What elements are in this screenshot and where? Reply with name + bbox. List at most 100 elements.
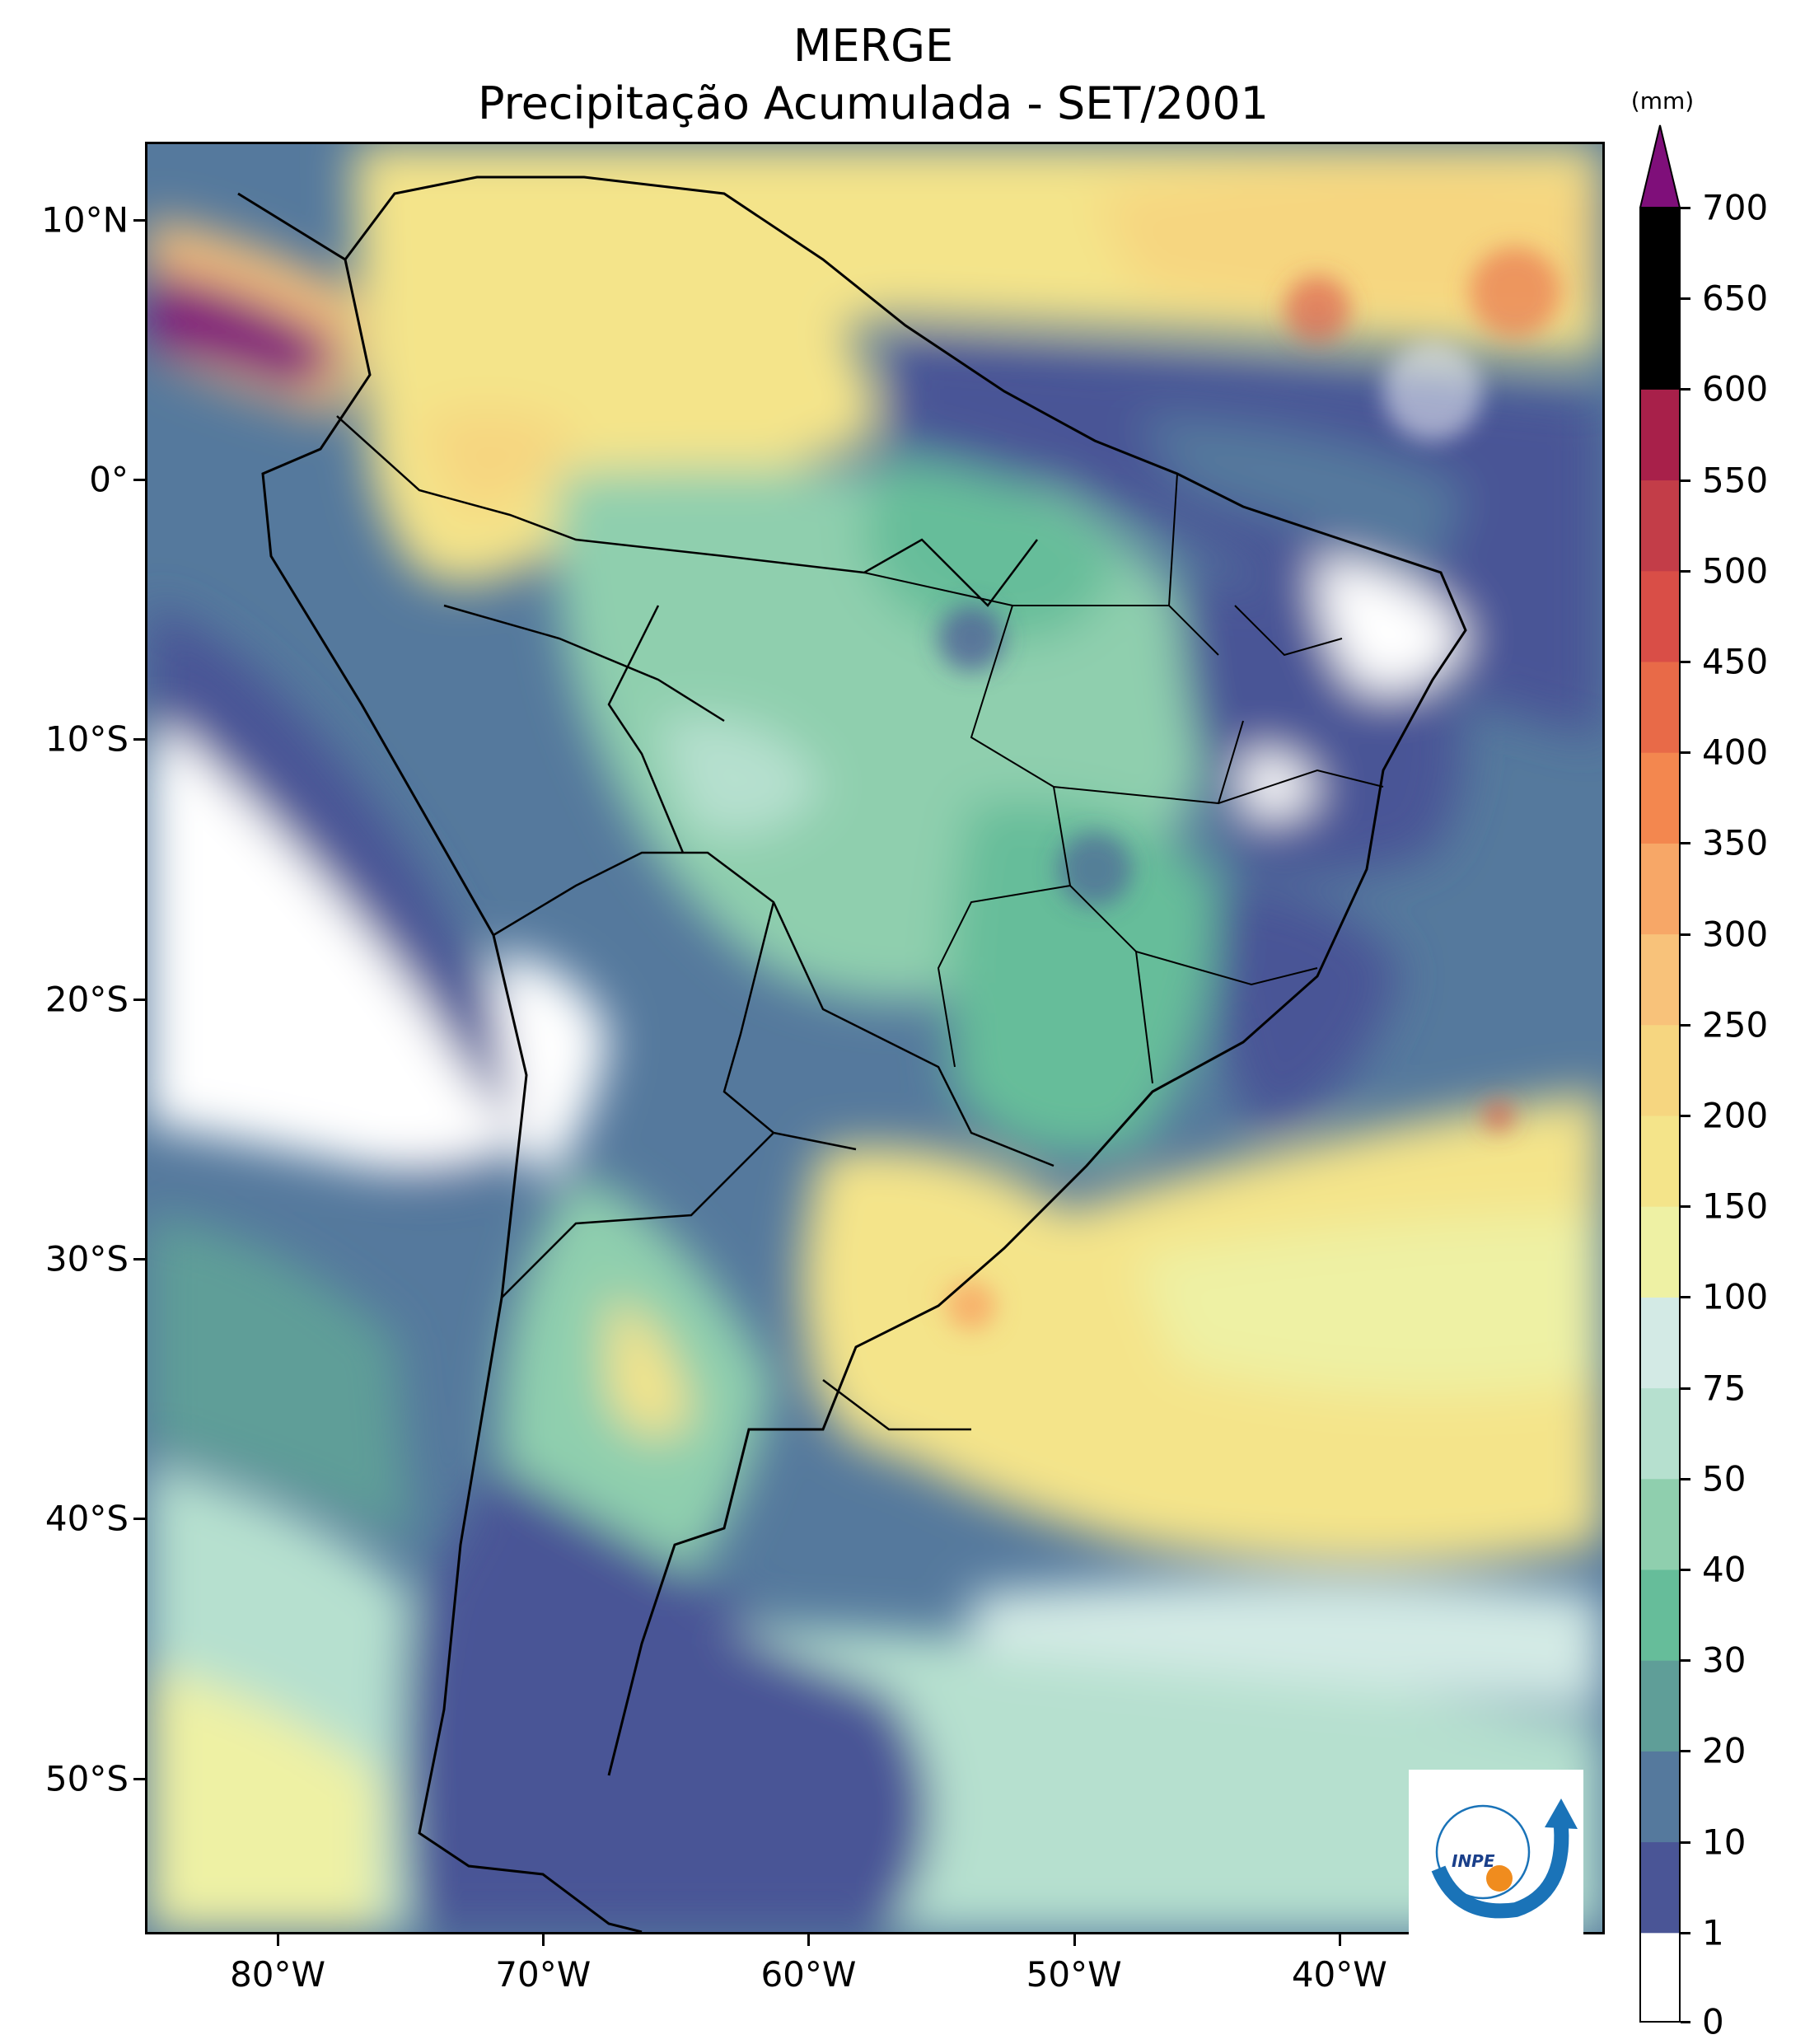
colorbar-tick-label: 500	[1702, 550, 1769, 592]
colorbar-tick-label: 700	[1702, 187, 1769, 228]
colorbar-tick-label: 100	[1702, 1276, 1769, 1317]
colorbar-tick-label: 300	[1702, 914, 1769, 955]
colorbar-tick	[1681, 1477, 1690, 1480]
lat-tick	[133, 738, 145, 741]
precipitation-field	[147, 144, 1602, 1932]
colorbar-tick	[1681, 842, 1690, 845]
colorbar-tick	[1681, 1931, 1690, 1934]
lat-tick-label: 0°	[89, 459, 129, 500]
colorbar-tick-label: 0	[1702, 2001, 1724, 2042]
colorbar-tick	[1681, 1841, 1690, 1844]
precipitation-detail	[938, 247, 1560, 1331]
colorbar-tick	[1681, 933, 1690, 936]
colorbar-tick-label: 150	[1702, 1186, 1769, 1227]
colorbar-unit: (mm)	[1630, 87, 1695, 115]
lat-tick-label: 10°N	[41, 199, 129, 241]
lon-tick	[542, 1934, 545, 1946]
colorbar-bin	[1640, 1024, 1680, 1116]
country-borders	[336, 415, 1054, 1431]
colorbar-tick-label: 200	[1702, 1095, 1769, 1136]
lat-tick-label: 50°S	[44, 1758, 129, 1799]
colorbar-tick	[1681, 1659, 1690, 1663]
colorbar-bin	[1640, 1387, 1680, 1480]
colorbar-tick-label: 1	[1702, 1912, 1724, 1953]
colorbar-tick-label: 550	[1702, 460, 1769, 501]
colorbar-tick	[1681, 388, 1690, 391]
colorbar-outline	[1639, 207, 1681, 2023]
lat-tick	[133, 1518, 145, 1521]
colorbar-bin	[1640, 208, 1680, 299]
colorbar-bin	[1640, 1116, 1680, 1207]
lon-tick	[1338, 1934, 1341, 1946]
colorbar-bin	[1640, 933, 1680, 1026]
lon-tick	[807, 1934, 811, 1946]
colorbar-tick	[1681, 569, 1690, 573]
colorbar-tick	[1681, 1023, 1690, 1027]
map-subtitle: Precipitação Acumulada - SET/2001	[477, 77, 1270, 129]
colorbar-bin	[1640, 389, 1680, 481]
colorbar-tick-label: 600	[1702, 368, 1769, 409]
colorbar-bin	[1640, 843, 1680, 935]
state-borders	[863, 473, 1384, 1084]
colorbar-bin	[1640, 1751, 1680, 1843]
colorbar-tick	[1681, 1115, 1690, 1117]
lat-tick	[133, 998, 145, 1001]
colorbar-bin	[1640, 752, 1680, 844]
lat-tick	[133, 1777, 145, 1780]
colorbar	[1639, 124, 1681, 2023]
colorbar-tick	[1681, 479, 1690, 482]
lon-tick	[1073, 1934, 1076, 1946]
lon-tick-label: 80°W	[230, 1954, 326, 1995]
colorbar-bin	[1640, 1297, 1680, 1389]
colorbar-bin	[1640, 298, 1680, 390]
logo-text: INPE	[1452, 1851, 1495, 1871]
colorbar-tick-label: 250	[1702, 1004, 1769, 1045]
colorbar-tick-label: 40	[1702, 1549, 1747, 1590]
lat-tick	[133, 218, 145, 222]
map-title: MERGE	[793, 20, 954, 72]
colorbar-bin	[1640, 662, 1680, 753]
lat-tick-label: 40°S	[44, 1498, 129, 1539]
colorbar-tick	[1681, 1205, 1690, 1209]
colorbar-tick	[1681, 1569, 1690, 1571]
colorbar-bin	[1640, 1841, 1680, 1934]
colorbar-bin	[1640, 1932, 1680, 2023]
colorbar-tick	[1681, 1296, 1690, 1299]
lat-tick	[133, 478, 145, 481]
colorbar-tick	[1681, 297, 1690, 301]
lon-tick	[277, 1934, 280, 1946]
colorbar-tick-label: 50	[1702, 1458, 1747, 1499]
colorbar-tick-label: 20	[1702, 1730, 1747, 1771]
colorbar-tick	[1681, 751, 1690, 755]
colorbar-tick	[1681, 2021, 1690, 2023]
lon-tick-label: 40°W	[1291, 1954, 1387, 1995]
colorbar-bin	[1640, 1660, 1680, 1752]
colorbar-bin	[1640, 479, 1680, 572]
colorbar-bin	[1640, 1206, 1680, 1298]
colorbar-tick-label: 400	[1702, 732, 1769, 773]
lon-tick-label: 50°W	[1026, 1954, 1122, 1995]
colorbar-tick-label: 30	[1702, 1639, 1747, 1681]
colorbar-tick	[1681, 207, 1690, 209]
colorbar-tick-label: 450	[1702, 641, 1769, 682]
lat-tick-label: 30°S	[44, 1238, 129, 1279]
lat-tick-label: 10°S	[44, 718, 129, 760]
colorbar-extend-triangle	[1639, 124, 1681, 208]
colorbar-tick	[1681, 1387, 1690, 1390]
lon-tick-label: 60°W	[760, 1954, 857, 1995]
colorbar-bin	[1640, 1569, 1680, 1661]
colorbar-tick	[1681, 661, 1690, 663]
colorbar-tick-label: 650	[1702, 278, 1769, 319]
colorbar-tick	[1681, 1750, 1690, 1753]
colorbar-bin	[1640, 1478, 1680, 1570]
inpe-logo: INPE	[1409, 1770, 1583, 1943]
colorbar-tick-label: 350	[1702, 822, 1769, 863]
lon-tick-label: 70°W	[495, 1954, 592, 1995]
lat-tick	[133, 1258, 145, 1261]
south-america-coastline	[237, 175, 1467, 1932]
colorbar-tick-label: 10	[1702, 1822, 1747, 1863]
lat-tick-label: 20°S	[44, 979, 129, 1020]
colorbar-bin	[1640, 570, 1680, 662]
colorbar-tick-label: 75	[1702, 1368, 1747, 1409]
precipitation-map	[145, 142, 1605, 1934]
